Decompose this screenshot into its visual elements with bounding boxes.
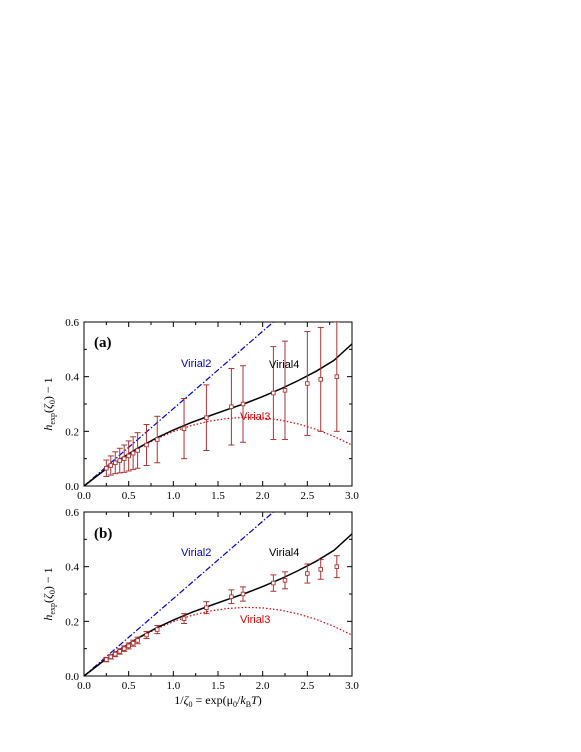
data-point	[240, 401, 246, 407]
x-tick-label: 0.0	[77, 680, 91, 692]
series-label-virial4: Virial4	[269, 547, 299, 559]
data-point	[229, 594, 234, 599]
data-point	[155, 627, 160, 632]
y-tick-label: 0.4	[65, 562, 79, 574]
data-point	[271, 580, 276, 586]
x-tick-label: 0.0	[77, 490, 91, 502]
y-tick-label: 0.2	[65, 426, 79, 438]
data-point	[282, 578, 288, 583]
y-axis-title: hexp(ζ0) − 1	[41, 377, 57, 430]
series-line-virial2	[84, 322, 274, 486]
x-tick-label: 2.0	[256, 490, 270, 502]
data-point	[121, 456, 127, 461]
data-point	[271, 390, 276, 396]
data-point	[181, 426, 187, 431]
data-point	[334, 564, 340, 569]
data-point	[282, 388, 288, 393]
y-tick-label: 0.4	[65, 372, 79, 384]
x-tick-label: 1.0	[166, 680, 180, 692]
x-tick-label: 2.5	[300, 680, 314, 692]
panel-label: (a)	[94, 335, 112, 351]
data-point	[155, 437, 160, 442]
y-tick-label: 0.6	[65, 317, 79, 329]
y-tick-label: 0.6	[65, 507, 79, 519]
y-axis-title: hexp(ζ0) − 1	[41, 567, 57, 620]
plot-area	[84, 512, 352, 676]
data-point	[181, 616, 187, 621]
chart-panel-a: 0.0 0.5 1.0 1.5 2.0 2.5 3.0 0.0 0.2 0.4 0.6 hexp(ζ0…	[41, 317, 359, 502]
chart-panel-b: 0.0 0.5 1.0 1.5 2.0 2.5 3.0 0.0 0.2 0.4 0.6 hexp(ζ0…	[41, 507, 359, 709]
panel-label: (b)	[94, 526, 112, 542]
data-point	[104, 465, 109, 471]
data-point	[108, 463, 114, 468]
data-point	[318, 567, 323, 572]
data-point	[121, 646, 127, 651]
data-point	[204, 605, 209, 610]
data-point	[204, 415, 209, 420]
series-line-virial4	[84, 533, 352, 676]
x-tick-label: 0.5	[122, 680, 136, 692]
data-point	[117, 458, 122, 463]
y-tick-label: 0.0	[65, 481, 79, 493]
data-point	[126, 643, 131, 649]
x-tick-label: 3.0	[345, 680, 359, 692]
data-point	[240, 591, 246, 597]
series-label-virial3: Virial3	[240, 614, 270, 626]
x-tick-label: 3.0	[345, 490, 359, 502]
series-label-virial3: Virial3	[240, 411, 270, 423]
data-point	[135, 638, 140, 643]
series-label-virial4: Virial4	[269, 359, 299, 371]
data-point	[108, 654, 114, 660]
data-point	[144, 442, 149, 448]
data-point	[305, 571, 310, 576]
data-point	[144, 632, 149, 638]
series-line-virial3	[84, 606, 352, 676]
y-tick-label: 0.2	[65, 616, 79, 628]
data-point	[130, 640, 136, 646]
x-tick-label: 0.5	[122, 490, 136, 502]
plot-area	[84, 322, 352, 486]
x-tick-label: 1.5	[211, 680, 225, 692]
x-tick-label: 1.5	[211, 490, 225, 502]
data-point	[130, 450, 136, 456]
x-axis-title: 1/ζ0 = exp(μ0/kBT)	[174, 693, 261, 709]
series-label-virial2: Virial2	[181, 547, 211, 559]
data-point	[117, 649, 122, 654]
x-tick-label: 1.0	[166, 490, 180, 502]
data-point	[334, 374, 340, 379]
series-line-virial2	[84, 512, 274, 676]
data-point	[113, 460, 118, 466]
data-point	[318, 377, 323, 382]
series-label-virial2: Virial2	[181, 358, 211, 370]
data-point	[229, 404, 234, 409]
data-point	[126, 453, 131, 459]
data-point	[305, 381, 310, 386]
y-tick-label: 0.0	[65, 671, 79, 683]
data-point	[113, 651, 118, 657]
x-tick-label: 2.0	[256, 680, 270, 692]
data-point	[135, 448, 140, 453]
data-point	[104, 657, 109, 662]
x-tick-label: 2.5	[300, 490, 314, 502]
